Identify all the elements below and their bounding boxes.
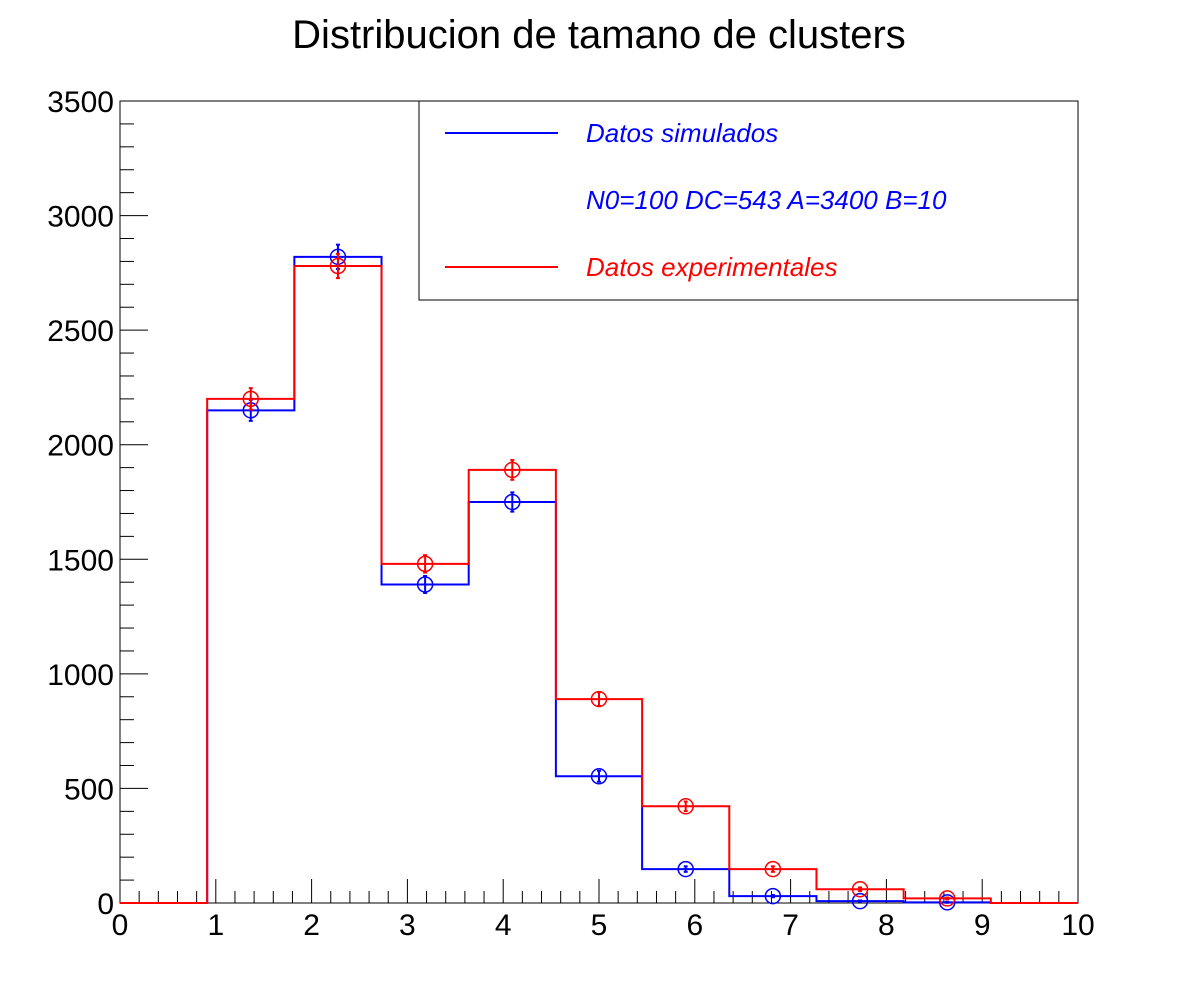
chart-title: Distribucion de tamano de clusters bbox=[292, 13, 906, 57]
series-1-step-line bbox=[120, 264, 1078, 904]
series-1-point bbox=[938, 890, 956, 907]
y-tick-label: 1500 bbox=[47, 544, 114, 577]
series-0-point bbox=[677, 860, 694, 878]
x-tick-label: 10 bbox=[1061, 909, 1094, 942]
series-0-step-line bbox=[120, 255, 1078, 904]
y-tick-label: 2500 bbox=[47, 315, 114, 348]
series-1-point bbox=[590, 690, 608, 708]
x-tick-label: 7 bbox=[782, 909, 799, 942]
series-1-point bbox=[764, 860, 782, 878]
y-tick-label: 0 bbox=[97, 888, 114, 921]
series-0-point bbox=[764, 887, 782, 905]
series-0-point bbox=[504, 493, 521, 511]
series-1-point bbox=[504, 461, 521, 479]
x-tick-label: 1 bbox=[207, 909, 224, 942]
y-tick-label: 3000 bbox=[47, 201, 114, 234]
x-tick-label: 0 bbox=[112, 909, 129, 942]
x-tick-label: 6 bbox=[686, 909, 703, 942]
series-1-point bbox=[677, 798, 694, 815]
series-0-point bbox=[938, 894, 956, 911]
legend: Datos simulados N0=100 DC=543 A=3400 B=10… bbox=[418, 100, 1079, 301]
y-tick-label: 3500 bbox=[47, 86, 114, 119]
legend-label-2: Datos experimentales bbox=[586, 252, 837, 282]
series-1-point bbox=[242, 390, 260, 408]
x-tick-label: 3 bbox=[399, 909, 416, 942]
x-tick-label: 2 bbox=[303, 909, 320, 942]
y-tick-label: 2000 bbox=[47, 430, 114, 463]
series-0-point bbox=[590, 768, 608, 785]
x-tick-label: 8 bbox=[878, 909, 895, 942]
series-1-point bbox=[416, 555, 434, 573]
x-tick-label: 5 bbox=[591, 909, 608, 942]
legend-label-0: Datos simulados bbox=[586, 118, 778, 148]
series-0-point bbox=[851, 892, 869, 910]
x-tick-label: 9 bbox=[974, 909, 991, 942]
series-1-point bbox=[851, 881, 869, 898]
series-1-point bbox=[329, 257, 347, 275]
x-tick-label: 4 bbox=[495, 909, 512, 942]
legend-label-1: N0=100 DC=543 A=3400 B=10 bbox=[586, 185, 947, 215]
y-tick-label: 1000 bbox=[47, 659, 114, 692]
series-0-point bbox=[416, 576, 434, 593]
y-tick-label: 500 bbox=[64, 773, 114, 806]
